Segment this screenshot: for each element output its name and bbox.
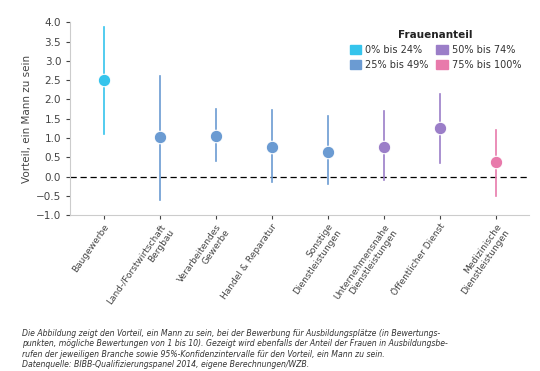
Legend: 0% bis 24%, 25% bis 49%, 50% bis 74%, 75% bis 100%: 0% bis 24%, 25% bis 49%, 50% bis 74%, 75… bbox=[347, 27, 524, 73]
Text: Die Abbildung zeigt den Vorteil, ein Mann zu sein, bei der Bewerbung für Ausbild: Die Abbildung zeigt den Vorteil, ein Man… bbox=[22, 329, 447, 369]
Y-axis label: Vorteil, ein Mann zu sein: Vorteil, ein Mann zu sein bbox=[22, 55, 32, 183]
